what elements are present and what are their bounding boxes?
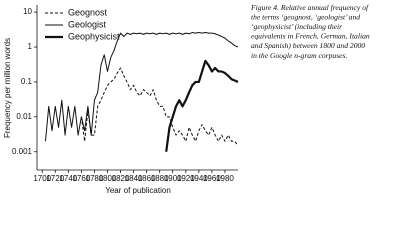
- x-tick-label: 1720: [46, 174, 64, 183]
- y-axis-label: Frequency per million words: [3, 38, 12, 138]
- x-tick-label: 1700: [33, 174, 51, 183]
- series-line: [165, 59, 239, 152]
- x-tick-label: 1980: [216, 174, 234, 183]
- x-axis-label: Year of publication: [105, 186, 171, 195]
- y-tick-label: 0.1: [21, 77, 33, 86]
- x-tick-label: 1940: [190, 174, 208, 183]
- y-tick-label: 0.001: [12, 147, 33, 156]
- y-tick-label: 1: [28, 42, 33, 51]
- caption-line: in the Google n-gram corpuses.: [251, 51, 347, 60]
- legend-label: Geognost: [68, 7, 108, 17]
- series-line: [44, 32, 239, 142]
- y-tick-label: 10: [23, 7, 32, 16]
- x-tick-label: 1780: [86, 174, 104, 183]
- x-tick-label: 1840: [125, 174, 143, 183]
- series-line: [80, 67, 239, 146]
- caption-line: equivalents in French, German, Italian: [251, 32, 370, 41]
- x-tick-label: 1800: [99, 174, 117, 183]
- x-tick-label: 1860: [138, 174, 156, 183]
- x-tick-label: 1920: [177, 174, 195, 183]
- caption-line: Figure 4. Relative annual frequency of: [250, 3, 369, 12]
- y-tick-label: 0.01: [16, 112, 32, 121]
- legend-label: Geologist: [68, 19, 107, 29]
- x-tick-label: 1900: [164, 174, 182, 183]
- caption-line: ‘geophysicist’ (including their: [251, 22, 342, 31]
- chart: Frequency per million words Year of publ…: [3, 3, 370, 195]
- x-tick-label: 1760: [72, 174, 90, 183]
- caption-line: and Spanish) between 1800 and 2000: [251, 41, 365, 50]
- x-tick-label: 1960: [203, 174, 221, 183]
- x-tick-label: 1880: [151, 174, 169, 183]
- caption-line: the terms ‘geognost, ‘geologist’ and: [251, 12, 360, 21]
- x-tick-label: 1820: [112, 174, 130, 183]
- legend-label: Geophysicist: [68, 31, 120, 41]
- x-tick-label: 1740: [59, 174, 77, 183]
